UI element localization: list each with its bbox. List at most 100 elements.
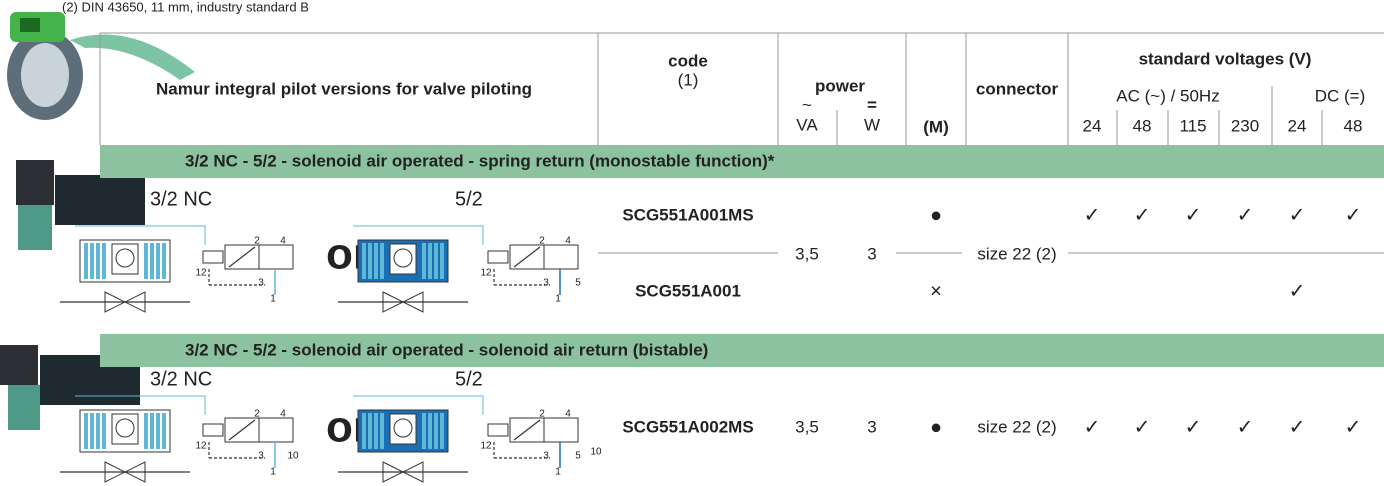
port-label: 3 [543, 278, 549, 289]
piston-stripe [440, 243, 444, 279]
port-label: 1 [555, 294, 561, 305]
header-dc: DC (=) [1315, 86, 1366, 105]
voltage-check: ✓ [1185, 204, 1202, 226]
piston-stripe [434, 413, 438, 449]
piston-stripe [102, 243, 106, 279]
symbol-solenoid [202, 250, 224, 264]
port-label: 2 [254, 236, 260, 247]
piston-stripe [380, 243, 384, 279]
port-label: 12 [195, 268, 207, 279]
piston-stripe [434, 243, 438, 279]
header-m: (M) [923, 117, 948, 136]
piston-stripe [362, 413, 366, 449]
voltage-check: ✓ [1134, 416, 1151, 438]
solenoid-image [0, 160, 145, 430]
header-connector: connector [976, 79, 1059, 98]
header-power-ac: ~ [802, 95, 812, 114]
piston-stripe [162, 243, 166, 279]
code: SCG551A001 [635, 281, 741, 300]
piston-stripe [150, 413, 154, 449]
symbol-solenoid [487, 250, 509, 264]
piston-stripe [380, 413, 384, 449]
piston-stripe [102, 413, 106, 449]
header-voltages: standard voltages (V) [1139, 49, 1312, 68]
symbol-box [258, 244, 294, 270]
piston-stripe [144, 243, 148, 279]
diagram-label: 5/2 [455, 188, 483, 210]
diagram-label: 5/2 [455, 368, 483, 390]
voltage-column: 48 [1133, 116, 1152, 135]
valve-icon [338, 225, 484, 313]
piston-stripe [144, 413, 148, 449]
port-label: 10 [590, 447, 602, 458]
voltage-check: ✓ [1084, 204, 1101, 226]
voltage-column: 48 [1344, 116, 1363, 135]
symbol-box [543, 244, 579, 270]
voltage-check: ✓ [1345, 204, 1362, 226]
symbol-solenoid [202, 423, 224, 437]
voltage-check: ✓ [1237, 416, 1254, 438]
m-symbol: ● [930, 204, 942, 226]
piston-stripe [162, 413, 166, 449]
gear [115, 248, 135, 268]
piston-stripe [84, 243, 88, 279]
section-band [100, 145, 1384, 178]
section-band [100, 334, 1384, 367]
port-label: 4 [280, 236, 286, 247]
port-label: 2 [254, 409, 260, 420]
voltage-check: ✓ [1185, 416, 1202, 438]
m-symbol: ● [930, 416, 942, 438]
piston-stripe [368, 243, 372, 279]
section-title: 3/2 NC - 5/2 - solenoid air operated - s… [185, 340, 708, 359]
voltage-check: ✓ [1345, 416, 1362, 438]
piston-stripe [90, 413, 94, 449]
port-label: 1 [270, 467, 276, 478]
power-w: 3 [867, 244, 876, 263]
voltage-check: ✓ [1237, 204, 1254, 226]
header-code: code [668, 51, 708, 70]
voltage-column: 230 [1231, 116, 1259, 135]
section-title: 3/2 NC - 5/2 - solenoid air operated - s… [185, 151, 775, 170]
valve-icon [60, 225, 206, 313]
piston-stripe [428, 243, 432, 279]
header-title: Namur integral pilot versions for valve … [156, 79, 532, 98]
piston-stripe [156, 413, 160, 449]
valve-icon [60, 395, 206, 483]
port-label: 10 [287, 451, 299, 462]
symbol-cross [513, 246, 541, 268]
gear [115, 418, 135, 438]
connector: size 22 (2) [977, 417, 1056, 436]
gear [393, 248, 413, 268]
piston-stripe [96, 413, 100, 449]
port-label: 12 [480, 268, 492, 279]
header-power: power [815, 76, 865, 95]
port-label: 3 [258, 278, 264, 289]
header-power-w: W [864, 115, 880, 134]
symbol-cross [513, 419, 541, 441]
header-ac: AC (~) / 50Hz [1116, 86, 1219, 105]
voltage-check: ✓ [1289, 204, 1306, 226]
code: SCG551A001MS [622, 205, 753, 224]
piston-stripe [362, 243, 366, 279]
piston-stripe [150, 243, 154, 279]
header-code-note: (1) [678, 70, 699, 89]
valve-bowtie [382, 461, 424, 483]
gear [393, 418, 413, 438]
port-label: 3 [543, 451, 549, 462]
piston-stripe [422, 413, 426, 449]
pipe-line [353, 225, 484, 245]
power-w: 3 [867, 417, 876, 436]
connector: size 22 (2) [977, 244, 1056, 263]
diagram-label: 3/2 NC [150, 368, 212, 390]
voltage-check: ✓ [1289, 280, 1306, 302]
piston-stripe [374, 413, 378, 449]
piston-stripe [84, 413, 88, 449]
port-label: 12 [195, 441, 207, 452]
piston-stripe [428, 413, 432, 449]
header-power-va: VA [796, 115, 818, 134]
voltage-column: 115 [1179, 116, 1206, 135]
symbol-box [543, 417, 579, 443]
port-label: 2 [539, 236, 545, 247]
power-va: 3,5 [795, 417, 819, 436]
